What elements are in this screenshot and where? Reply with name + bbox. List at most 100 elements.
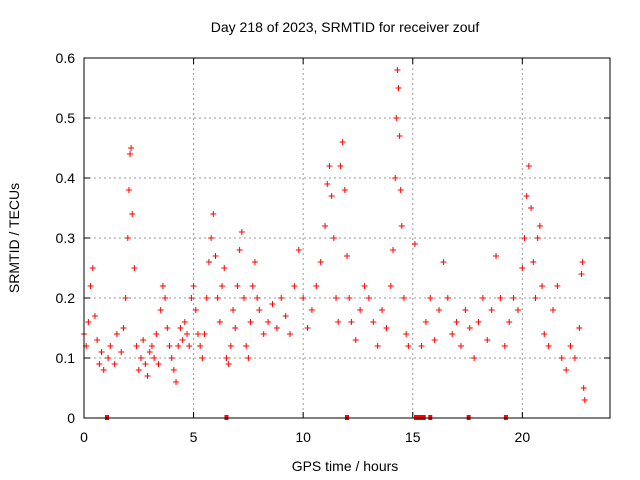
data-point <box>201 331 208 337</box>
data-point <box>148 343 155 349</box>
data-point <box>534 235 541 241</box>
data-point <box>212 253 219 259</box>
y-axis-label: SRMTID / TECUs <box>6 183 22 293</box>
data-point <box>501 343 508 349</box>
data-point <box>330 235 337 241</box>
data-point <box>225 361 232 367</box>
y-tick-label: 0.4 <box>56 170 76 186</box>
data-point <box>532 295 539 301</box>
data-point <box>223 355 230 361</box>
y-tick-label: 0.6 <box>56 50 76 66</box>
data-point <box>203 295 210 301</box>
x-tick-label: 0 <box>80 429 88 445</box>
data-point <box>260 331 267 337</box>
plot-frame <box>83 57 611 419</box>
x-tick-label: 10 <box>295 429 311 445</box>
data-point <box>304 325 311 331</box>
data-point <box>357 307 364 313</box>
data-point <box>295 247 302 253</box>
y-tick-label: 0 <box>67 410 75 426</box>
data-point <box>273 325 280 331</box>
data-point <box>89 265 96 271</box>
data-point <box>113 331 120 337</box>
axis-ticks: 0 0.1 0.2 0.3 0.4 0.5 0.6 0 5 10 15 20 <box>56 50 610 445</box>
data-point <box>550 307 557 313</box>
data-point <box>177 325 184 331</box>
data-point <box>170 367 177 373</box>
data-point <box>151 355 158 361</box>
data-point <box>396 133 403 139</box>
data-point <box>208 235 215 241</box>
data-point <box>475 319 482 325</box>
data-point <box>157 307 164 313</box>
data-point <box>186 343 193 349</box>
data-point <box>422 319 429 325</box>
data-point <box>181 319 188 325</box>
data-point <box>190 283 197 289</box>
data-point <box>484 337 491 343</box>
data-point <box>175 343 182 349</box>
data-point <box>214 295 221 301</box>
data-point <box>133 343 140 349</box>
y-tick-label: 0.5 <box>56 110 76 126</box>
data-point <box>346 295 353 301</box>
data-point <box>554 283 561 289</box>
y-tick-label: 0.1 <box>56 350 76 366</box>
data-point <box>545 343 552 349</box>
data-point <box>269 301 276 307</box>
data-point <box>245 355 252 361</box>
data-point <box>326 163 333 169</box>
data-point <box>479 295 486 301</box>
data-point <box>578 271 585 277</box>
data-point <box>457 343 464 349</box>
data-point <box>197 343 204 349</box>
data-point <box>374 343 381 349</box>
data-point <box>541 331 548 337</box>
data-point <box>278 295 285 301</box>
data-point <box>118 349 125 355</box>
data-point <box>128 145 135 151</box>
data-point <box>440 259 447 265</box>
data-point <box>184 331 191 337</box>
data-point <box>370 319 377 325</box>
data-point <box>324 181 331 187</box>
data-point <box>85 319 92 325</box>
data-point <box>348 319 355 325</box>
data-point <box>205 259 212 265</box>
x-tick-label: 15 <box>405 429 421 445</box>
data-point <box>397 187 404 193</box>
data-point <box>431 337 438 343</box>
data-point <box>519 265 526 271</box>
data-point <box>129 211 136 217</box>
data-point <box>162 295 169 301</box>
data-point <box>105 355 112 361</box>
data-point <box>122 295 129 301</box>
data-point <box>493 253 500 259</box>
data-point <box>173 379 180 385</box>
data-point <box>124 235 131 241</box>
data-point <box>466 325 473 331</box>
data-point <box>317 259 324 265</box>
x-axis-label: GPS time / hours <box>292 458 399 474</box>
x-tick-label: 20 <box>515 429 531 445</box>
data-point <box>521 235 528 241</box>
data-point <box>238 229 245 235</box>
data-point <box>444 295 451 301</box>
data-point <box>449 331 456 337</box>
data-point <box>254 295 261 301</box>
data-point <box>94 337 101 343</box>
data-point <box>240 295 247 301</box>
data-point <box>140 337 147 343</box>
gridlines <box>84 58 610 418</box>
data-point <box>98 349 105 355</box>
data-point <box>576 325 583 331</box>
data-point <box>539 283 546 289</box>
data-point <box>243 343 250 349</box>
x-tick-label: 5 <box>190 429 198 445</box>
data-point <box>227 343 234 349</box>
data-point <box>159 283 166 289</box>
data-point <box>142 361 149 367</box>
data-point <box>153 331 160 337</box>
data-point <box>328 193 335 199</box>
